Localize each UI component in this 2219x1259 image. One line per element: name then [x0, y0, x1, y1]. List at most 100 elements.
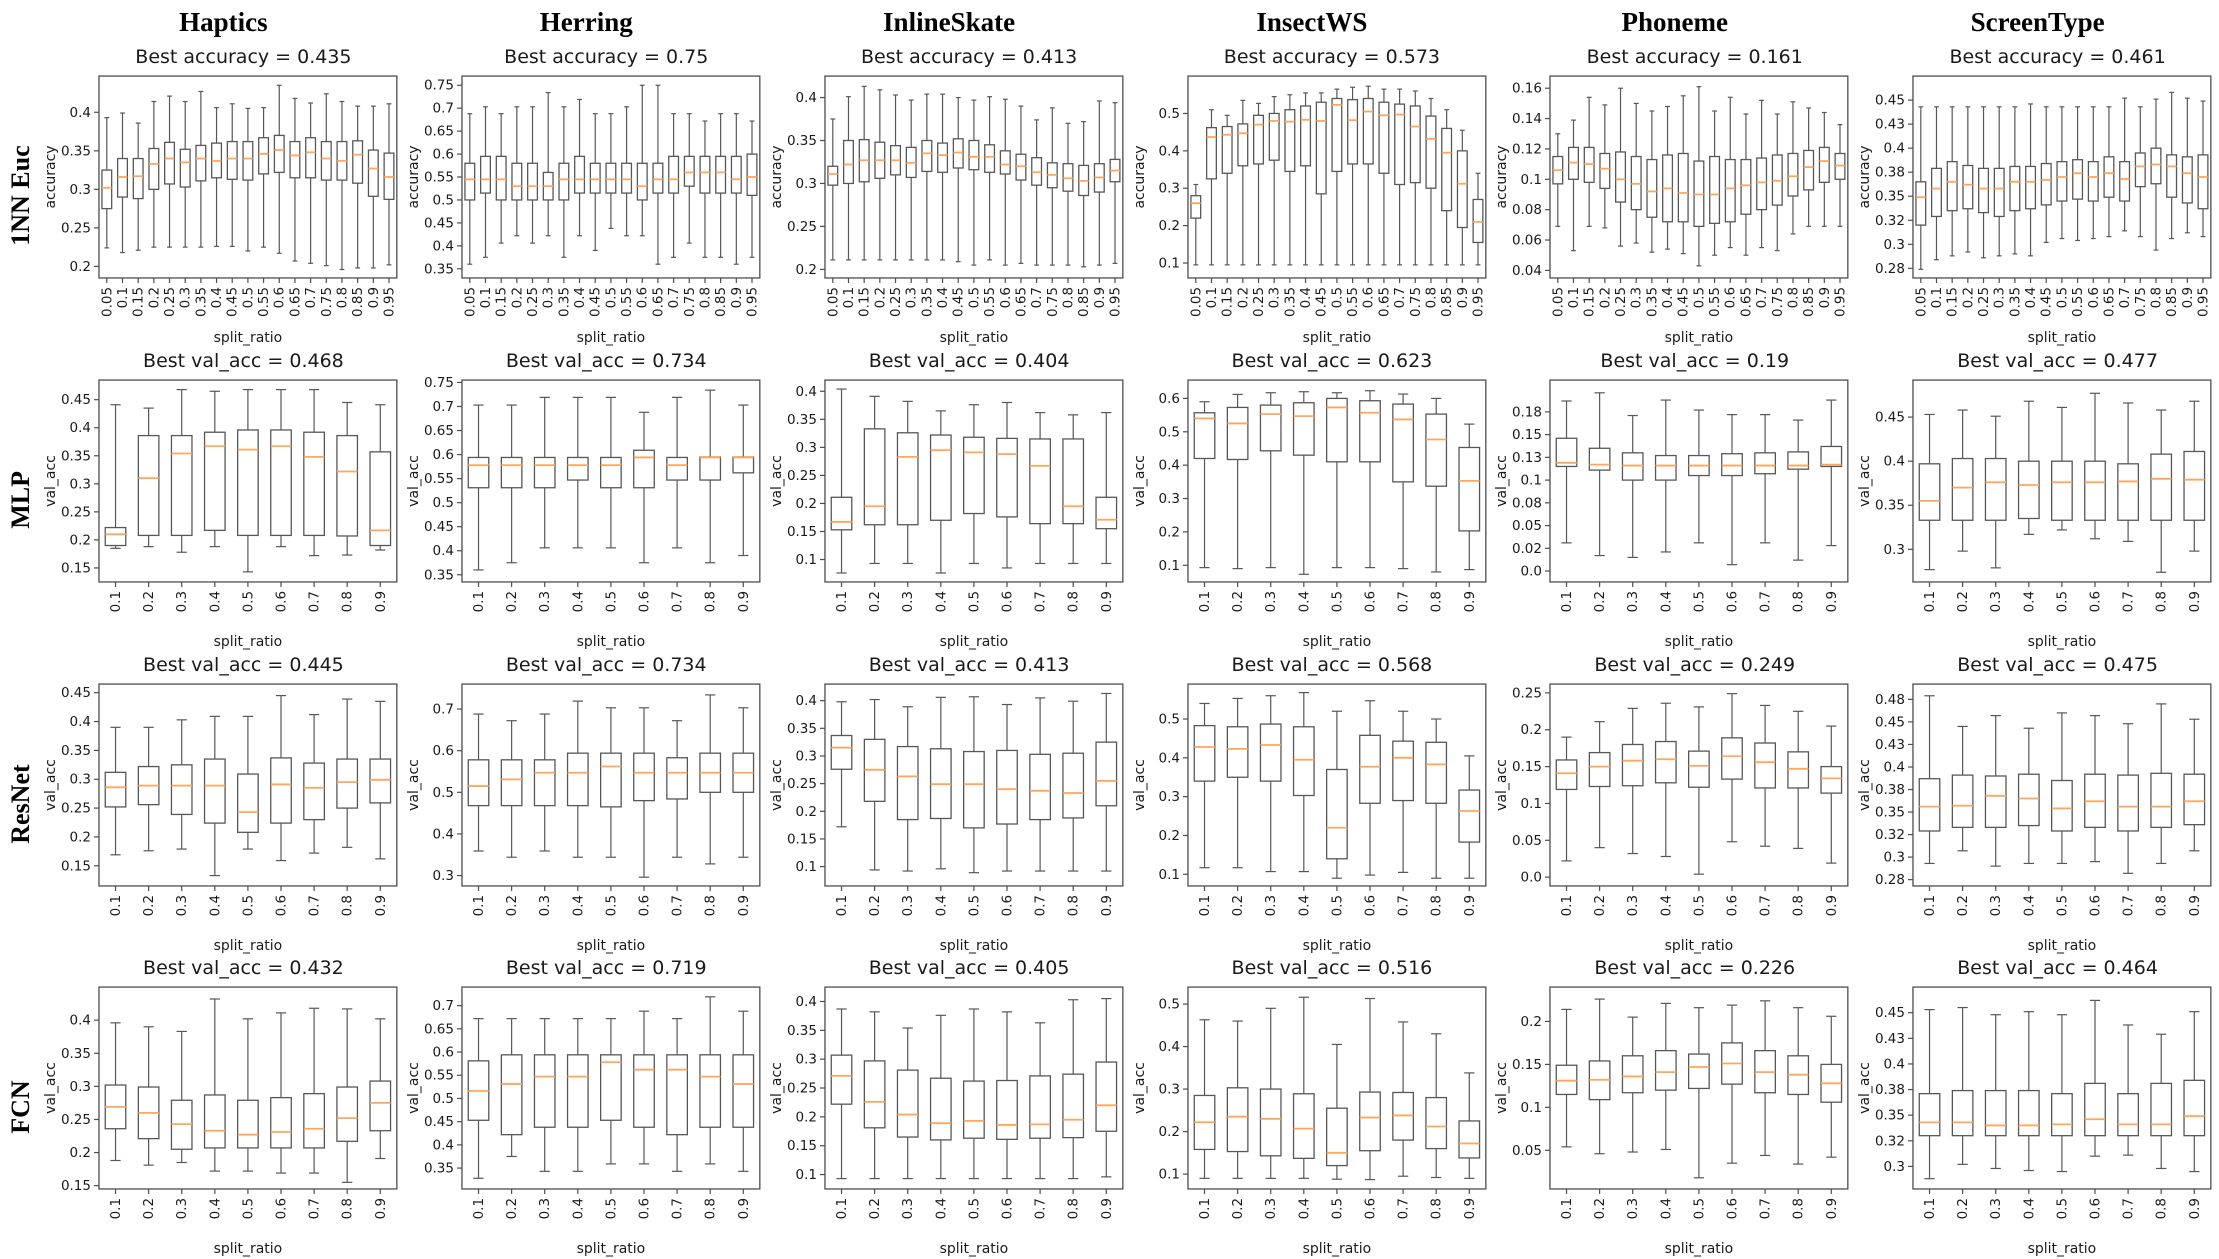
box-and-whiskers	[2025, 103, 2037, 257]
y-tick-label: 0.25	[787, 776, 817, 792]
y-tick-label: 0.35	[61, 742, 91, 758]
y-tick-label: 0.35	[787, 133, 817, 149]
x-tick-label: 0.8	[1791, 1198, 1807, 1219]
box-and-whiskers	[2018, 727, 2040, 864]
box-and-whiskers	[858, 85, 870, 261]
box-plot-canvas: 0.1 0.2 0.3 0.4 0.5 0.1 0.2 0.3 0.4 0.5 0.6 0.7 0.8 0…	[1131, 986, 1486, 1257]
x-tick-label: 0.05	[1188, 287, 1204, 317]
y-tick-label: 0.08	[1512, 495, 1542, 511]
x-tick-label: 0.2	[872, 287, 888, 308]
box-and-whiskers	[1015, 105, 1027, 264]
subplot-1nn-euc-screentype: Best accuracy = 0.461 0.28 0.3 0.32 0.35 0.38…	[1856, 44, 2219, 348]
x-tick-label: 0.5	[1329, 894, 1345, 915]
box-and-whiskers	[2087, 106, 2099, 240]
subplot-fcn-phoneme: Best val_acc = 0.226 0.05 0.1 0.15 0.2 0.1 0.2…	[1493, 955, 1856, 1259]
box-and-whiskers	[1292, 691, 1315, 872]
x-tick-label: 0.9	[1098, 591, 1114, 612]
box-and-whiskers	[962, 1008, 985, 1180]
y-tick-label: 0.2	[70, 829, 91, 845]
x-tick-label: 0.6	[273, 591, 289, 612]
subplot-mlp-herring: Best val_acc = 0.734 0.35 0.4 0.45 0.5 0.55 0.…	[405, 348, 768, 652]
subplot-title: Best val_acc = 0.468	[143, 349, 344, 372]
box-and-whiskers	[1622, 1016, 1644, 1153]
box-and-whiskers	[714, 113, 726, 258]
x-tick-label: 0.1	[1922, 1198, 1938, 1219]
x-tick-label: 0.2	[504, 1198, 520, 1219]
x-tick-label: 0.3	[174, 894, 190, 915]
y-tick-label: 0.1	[1158, 866, 1179, 882]
x-tick-label: 0.5	[1692, 287, 1708, 308]
box-and-whiskers	[1292, 996, 1315, 1180]
x-tick-label: 0.65	[287, 287, 303, 317]
corner-spacer	[0, 0, 42, 44]
x-tick-label: 0.9	[373, 591, 389, 612]
x-tick-label: 0.6	[1725, 894, 1741, 915]
y-tick-label: 0.45	[424, 1114, 454, 1130]
x-tick-label: 0.1	[471, 894, 487, 915]
y-tick-label: 0.3	[70, 476, 91, 492]
x-tick-label: 0.8	[1065, 1198, 1081, 1219]
box-and-whiskers	[1358, 389, 1381, 568]
y-tick-label: 0.35	[787, 720, 817, 736]
box-plot-canvas: 0.350.40.450.50.550.60.650.70.750.05 0.1 0…	[406, 75, 760, 346]
subplot-title: Best val_acc = 0.477	[1957, 349, 2158, 372]
box-and-whiskers	[962, 695, 985, 873]
box-and-whiskers	[164, 95, 176, 248]
x-tick-label: 0.1	[1203, 287, 1219, 308]
y-tick-label: 0.4	[795, 693, 816, 709]
y-tick-label: 0.1	[1158, 558, 1179, 574]
x-tick-label: 0.7	[1758, 591, 1774, 612]
box-and-whiskers	[732, 404, 755, 556]
y-tick-label: 0.3	[1884, 237, 1905, 253]
box-and-whiskers	[2040, 106, 2052, 243]
y-axis-label: val_acc	[1494, 455, 1510, 507]
box-and-whiskers	[305, 102, 317, 264]
y-tick-label: 0.1	[1521, 172, 1542, 188]
box-and-whiskers	[666, 1018, 688, 1173]
x-tick-label: 0.9	[1461, 1198, 1477, 1219]
x-tick-label: 0.3	[541, 287, 557, 308]
box-and-whiskers	[620, 106, 632, 237]
x-tick-label: 0.95	[744, 287, 760, 317]
y-tick-label: 0.4	[70, 714, 91, 730]
y-tick-label: 0.05	[1512, 832, 1542, 848]
plot-frame	[1912, 682, 2212, 887]
box-and-whiskers	[952, 96, 964, 263]
subplot-title: Best val_acc = 0.623	[1231, 349, 1433, 372]
box-and-whiskers	[699, 389, 721, 564]
box-and-whiskers	[1457, 754, 1480, 879]
subplot-plot-area: 0.28 0.3 0.32 0.35 0.38 0.4 0.43 0.45 0.48 0.1 0.2…	[1856, 678, 2219, 954]
box-and-whiskers	[1077, 120, 1089, 268]
box-and-whiskers	[320, 93, 332, 267]
x-tick-label: 0.5	[240, 894, 256, 915]
box-and-whiskers	[533, 396, 556, 549]
x-axis-label: split_ratio	[2028, 937, 2097, 953]
box-and-whiskers	[1283, 94, 1295, 266]
subplot-title: Best val_acc = 0.475	[1957, 653, 2158, 676]
box-and-whiskers	[1358, 699, 1381, 876]
y-tick-label: 0.45	[61, 685, 91, 701]
x-tick-label: 0.2	[1961, 287, 1977, 308]
y-tick-label: 0.3	[70, 182, 91, 198]
box-and-whiskers	[1193, 702, 1215, 868]
x-tick-label: 0.55	[1707, 287, 1723, 317]
x-axis-label: split_ratio	[939, 1241, 1008, 1257]
box-and-whiskers	[1599, 104, 1611, 229]
x-tick-label: 0.5	[1329, 591, 1345, 612]
plot-frame	[1912, 379, 2212, 583]
x-tick-label: 0.7	[1758, 1198, 1774, 1219]
box-and-whiskers	[1062, 122, 1074, 266]
box-and-whiskers	[170, 1031, 193, 1164]
box-and-whiskers	[533, 712, 556, 852]
y-tick-label: 0.7	[432, 701, 453, 717]
x-axis-label: split_ratio	[1302, 1241, 1371, 1257]
subplot-title: Best accuracy = 0.161	[1586, 46, 1803, 68]
box-and-whiskers	[1662, 105, 1674, 250]
plot-frame	[823, 379, 1124, 583]
x-tick-label: 0.4	[1296, 894, 1312, 915]
x-tick-label: 0.4	[570, 591, 586, 612]
box-and-whiskers	[1299, 92, 1311, 266]
y-tick-label: 0.14	[1512, 111, 1542, 127]
box-and-whiskers	[1915, 106, 1927, 270]
y-tick-label: 0.4	[432, 238, 453, 254]
